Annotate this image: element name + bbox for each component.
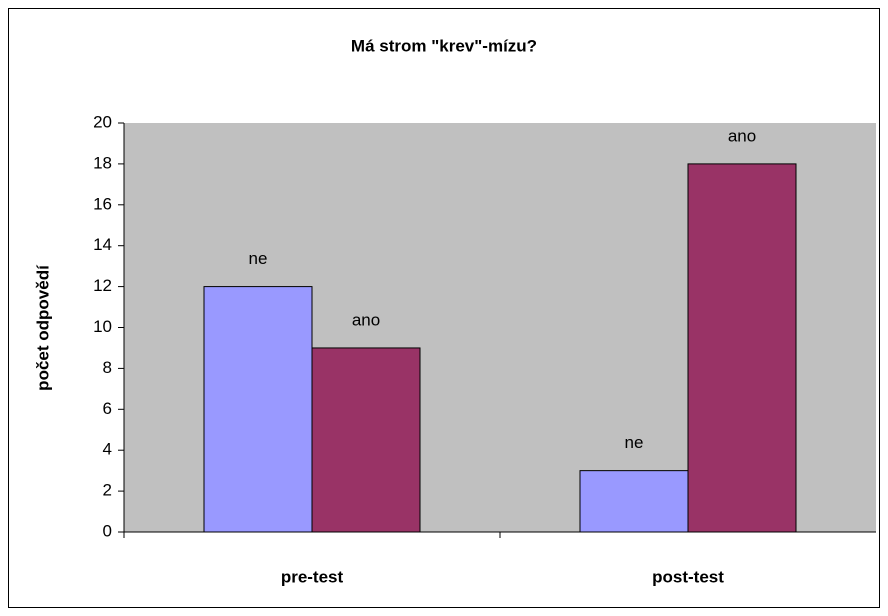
x-tick-label: post-test bbox=[652, 567, 724, 586]
bar bbox=[687, 163, 797, 533]
x-tick-label: pre-test bbox=[281, 567, 344, 586]
data-label: ano bbox=[728, 126, 756, 145]
data-label: ne bbox=[625, 433, 644, 452]
y-tick-label: 0 bbox=[103, 521, 112, 540]
bar bbox=[311, 347, 421, 533]
y-tick-label: 20 bbox=[93, 112, 112, 131]
y-axis-label: počet odpovědí bbox=[33, 264, 52, 391]
chart-title: Má strom "krev"-mízu? bbox=[351, 36, 537, 55]
bar bbox=[203, 286, 313, 533]
y-tick-label: 12 bbox=[93, 276, 112, 295]
y-tick-label: 18 bbox=[93, 153, 112, 172]
data-label: ne bbox=[249, 249, 268, 268]
y-tick-label: 10 bbox=[93, 317, 112, 336]
y-tick-label: 6 bbox=[103, 399, 112, 418]
y-tick-label: 2 bbox=[103, 481, 112, 500]
data-label: ano bbox=[352, 310, 380, 329]
y-tick-label: 8 bbox=[103, 358, 112, 377]
bar bbox=[579, 470, 689, 533]
y-tick-label: 16 bbox=[93, 194, 112, 213]
y-tick-label: 4 bbox=[103, 440, 112, 459]
y-tick-label: 14 bbox=[93, 235, 112, 254]
